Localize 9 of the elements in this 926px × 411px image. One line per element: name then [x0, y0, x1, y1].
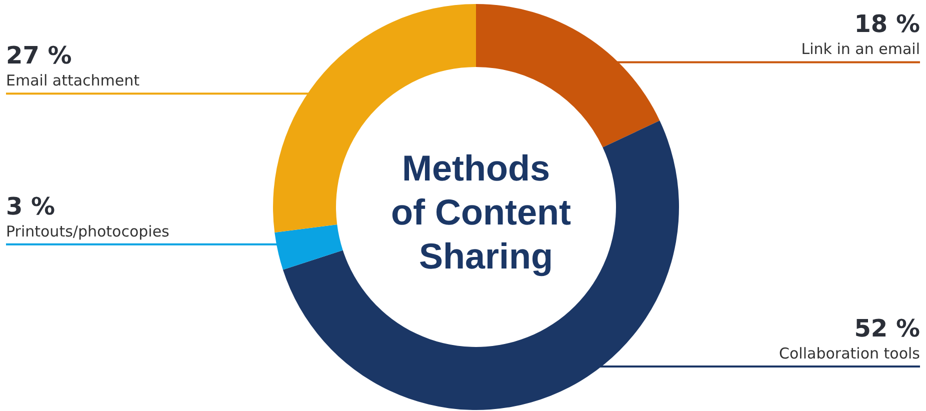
data-label: 27 % — [6, 42, 72, 70]
data-label: 18 % — [854, 10, 920, 38]
text: Methods of Content Sharing — [391, 148, 571, 276]
slice-label: Printouts/photocopies — [6, 222, 170, 240]
slice-label: Link in an email — [801, 40, 920, 58]
data-label: 52 % — [854, 314, 920, 342]
slice-label: Collaboration tools — [779, 344, 920, 362]
data-label: 3 % — [6, 192, 56, 220]
slice-label: Email attachment — [6, 72, 140, 90]
